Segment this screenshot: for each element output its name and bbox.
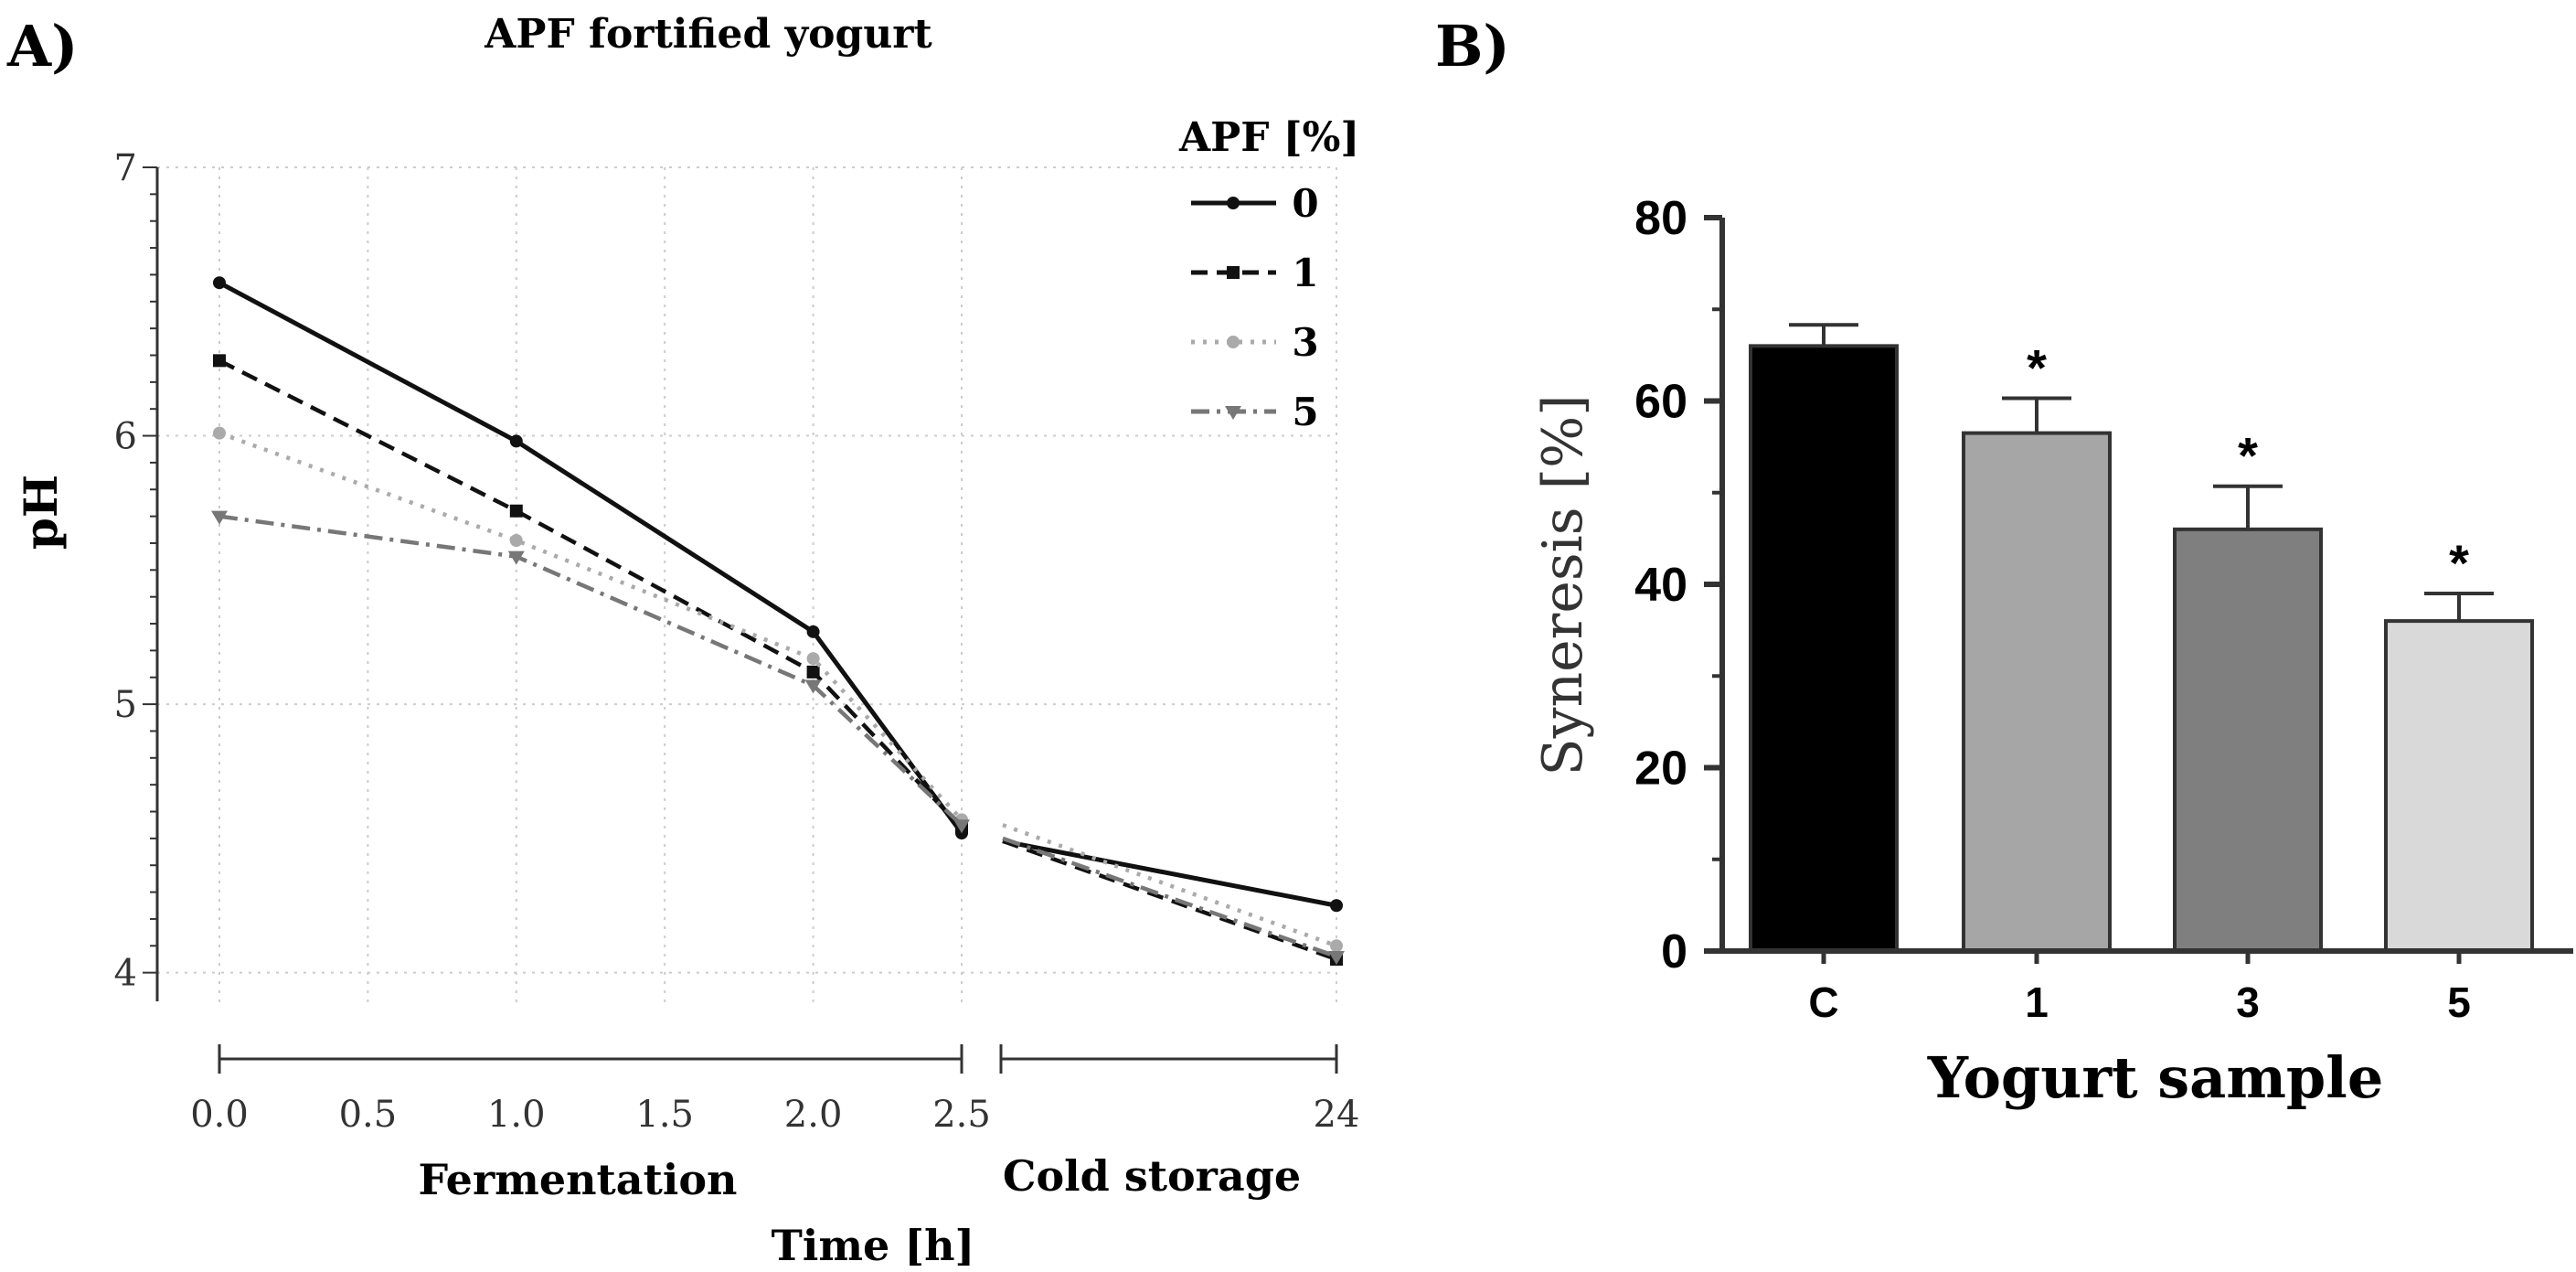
- data-point: [806, 652, 820, 666]
- x-tick-label: C: [1808, 978, 1838, 1026]
- chart-a-grid: [157, 166, 1337, 1009]
- x-tick-label: 3: [2236, 978, 2260, 1026]
- series-apf-5: [211, 510, 1345, 966]
- series-line-fermentation: [218, 281, 964, 835]
- bar-1: *: [1962, 338, 2112, 953]
- chart-a-y-label: pH: [14, 475, 68, 550]
- y-tick-label: 80: [1634, 192, 1687, 245]
- syneresis-bar-chart: 0 20 40 60 80 * * * C 1 3 5 Syneresis [%] Yogurt …: [1531, 192, 2573, 1111]
- series-line-fermentation: [218, 358, 963, 829]
- y-tick-label: 6: [114, 416, 137, 458]
- bar: [1749, 344, 1899, 954]
- series-line-fermentation: [218, 431, 963, 821]
- y-tick-label: 0: [1661, 925, 1687, 978]
- segment-label-cold-storage: Cold storage: [1003, 1151, 1301, 1201]
- x-tick-label: 1: [2025, 978, 2049, 1026]
- chart-a-title: APF fortified yogurt: [484, 11, 932, 58]
- x-tick-label: 5: [2447, 978, 2471, 1026]
- series-line-storage: [1002, 836, 1337, 959]
- data-point: [509, 504, 523, 518]
- chart-b-x-label: Yogurt sample: [1927, 1044, 2384, 1111]
- data-point: [1330, 939, 1343, 953]
- x-tick-label: 2.0: [784, 1094, 843, 1136]
- legend-label: 0: [1292, 181, 1318, 226]
- panel-a-label: A): [6, 13, 78, 80]
- chart-a-x-axis: 0.0 0.5 1.0 1.5 2.0 2.5 24: [190, 1044, 1359, 1136]
- chart-a-series: [211, 276, 1345, 966]
- data-point: [806, 625, 820, 638]
- x-tick-label: 0.5: [339, 1094, 398, 1136]
- chart-a-legend: APF [%] 0 1 3 5: [1178, 114, 1359, 434]
- chart-b-y-label: Syneresis [%]: [1531, 394, 1595, 775]
- y-tick-label: 7: [114, 147, 137, 189]
- bar-3: *: [2173, 427, 2323, 953]
- chart-b-x-axis: C 1 3 5: [1722, 948, 2573, 1026]
- chart-b-y-axis: 0 20 40 60 80: [1634, 192, 1725, 978]
- y-tick-label: 4: [114, 953, 137, 995]
- data-point: [213, 354, 226, 368]
- chart-a-x-label: Time [h]: [772, 1221, 975, 1270]
- significance-marker: *: [2238, 427, 2258, 485]
- legend-item-5: 5: [1191, 390, 1319, 434]
- series-apf-0: [213, 276, 1343, 913]
- data-point: [1227, 197, 1240, 209]
- chart-b-bars: * * *: [1749, 323, 2534, 954]
- data-point: [211, 510, 228, 525]
- data-point: [509, 534, 523, 548]
- data-point: [213, 276, 226, 290]
- legend-item-3: 3: [1191, 320, 1319, 365]
- significance-marker: *: [2027, 338, 2047, 396]
- y-tick-label: 20: [1634, 743, 1687, 796]
- legend-title: APF [%]: [1178, 114, 1359, 161]
- x-tick-label: 1.5: [635, 1094, 694, 1136]
- bar: [2384, 619, 2534, 953]
- legend-label: 3: [1292, 320, 1318, 365]
- significance-marker: *: [2449, 534, 2469, 592]
- data-point: [213, 426, 226, 440]
- legend-item-0: 0: [1191, 181, 1319, 226]
- y-tick-label: 40: [1634, 559, 1687, 612]
- series-apf-3: [213, 426, 1343, 953]
- data-point: [1330, 899, 1343, 913]
- x-tick-label: 1.0: [487, 1094, 546, 1136]
- series-line-storage: [1002, 823, 1337, 948]
- y-tick-label: 60: [1634, 376, 1687, 429]
- data-point: [509, 434, 523, 448]
- ph-line-chart: APF fortified yogurt 4 5 6 7 0.0 0.5 1.0 1.5 2.…: [14, 11, 1359, 1270]
- data-point: [1227, 336, 1240, 348]
- data-point: [1225, 406, 1241, 420]
- legend-label: 5: [1292, 390, 1318, 434]
- series-line-fermentation: [218, 514, 963, 827]
- x-tick-label: 2.5: [932, 1094, 991, 1136]
- data-point: [804, 679, 822, 694]
- legend-label: 1: [1292, 251, 1318, 295]
- series-line-storage: [1002, 839, 1337, 908]
- x-tick-label: 0.0: [190, 1094, 249, 1136]
- series-line-storage: [1002, 839, 1337, 962]
- bar: [2173, 527, 2323, 953]
- x-tick-label: 24: [1314, 1094, 1360, 1136]
- chart-a-y-axis: 4 5 6 7: [114, 147, 159, 1001]
- bar-C: [1749, 323, 1899, 954]
- y-tick-label: 5: [114, 684, 137, 726]
- legend-item-1: 1: [1191, 251, 1319, 295]
- data-point: [1227, 266, 1240, 279]
- panel-b-label: B): [1435, 13, 1510, 80]
- data-point: [507, 550, 525, 565]
- bar: [1962, 431, 2112, 953]
- bar-5: *: [2384, 534, 2534, 953]
- data-point: [953, 819, 970, 834]
- data-point: [1328, 951, 1345, 966]
- segment-label-fermentation: Fermentation: [419, 1155, 738, 1204]
- data-point: [806, 665, 820, 679]
